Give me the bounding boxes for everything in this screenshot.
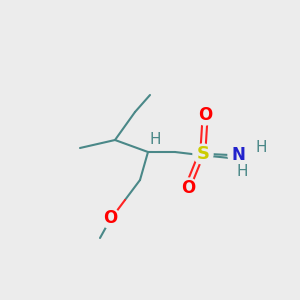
Text: H: H (236, 164, 248, 178)
Text: O: O (181, 179, 195, 197)
Text: H: H (255, 140, 267, 154)
Circle shape (100, 208, 120, 228)
Circle shape (232, 161, 252, 181)
Circle shape (195, 105, 215, 125)
Circle shape (178, 178, 198, 198)
Text: O: O (198, 106, 212, 124)
Circle shape (228, 145, 248, 165)
Text: O: O (103, 209, 117, 227)
Text: S: S (196, 145, 209, 163)
Text: N: N (231, 146, 245, 164)
Circle shape (145, 130, 165, 150)
Circle shape (251, 137, 271, 157)
Circle shape (193, 144, 213, 164)
Text: H: H (149, 133, 161, 148)
